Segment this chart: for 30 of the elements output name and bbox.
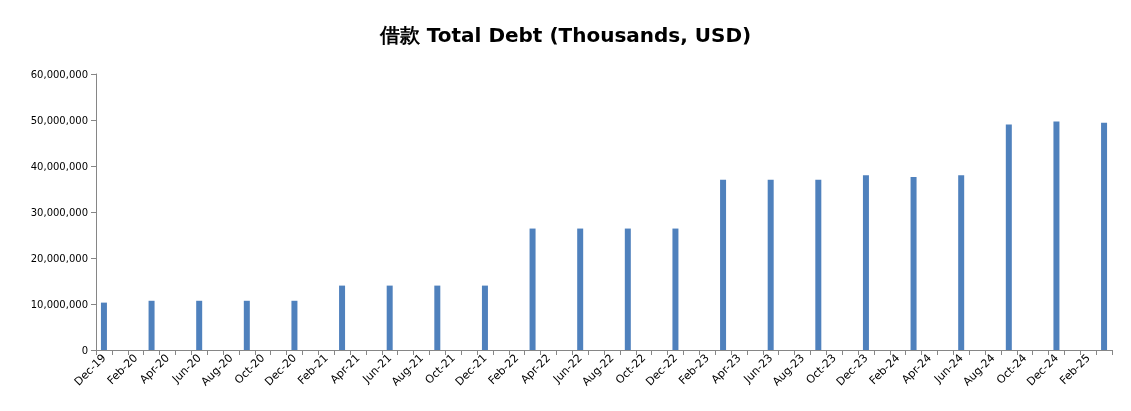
chart-title: 借款 Total Debt (Thousands, USD)	[378, 23, 752, 47]
bar	[1005, 124, 1012, 350]
y-tick-label: 10,000,000	[30, 298, 88, 310]
bar	[624, 228, 631, 350]
bar	[291, 300, 298, 350]
bar	[1053, 121, 1060, 350]
bar	[815, 179, 822, 350]
bar	[243, 300, 250, 350]
bar	[1101, 122, 1108, 350]
y-tick-label: 40,000,000	[30, 160, 88, 172]
bar	[100, 302, 107, 350]
y-tick-label: 20,000,000	[30, 252, 88, 264]
bar	[386, 285, 393, 350]
bar	[148, 300, 155, 350]
y-tick-label: 50,000,000	[30, 114, 88, 126]
bar	[862, 175, 869, 350]
bar	[958, 175, 965, 350]
bar	[196, 300, 203, 350]
y-tick-label: 0	[81, 344, 88, 356]
bar	[577, 228, 584, 350]
bar	[529, 228, 536, 350]
bar	[481, 285, 488, 350]
bar	[720, 179, 727, 350]
bar	[434, 285, 441, 350]
bar	[339, 285, 346, 350]
y-tick-label: 30,000,000	[30, 206, 88, 218]
bar	[767, 179, 774, 350]
bar	[672, 228, 679, 350]
y-tick-label: 60,000,000	[30, 68, 88, 80]
bar	[910, 177, 917, 350]
